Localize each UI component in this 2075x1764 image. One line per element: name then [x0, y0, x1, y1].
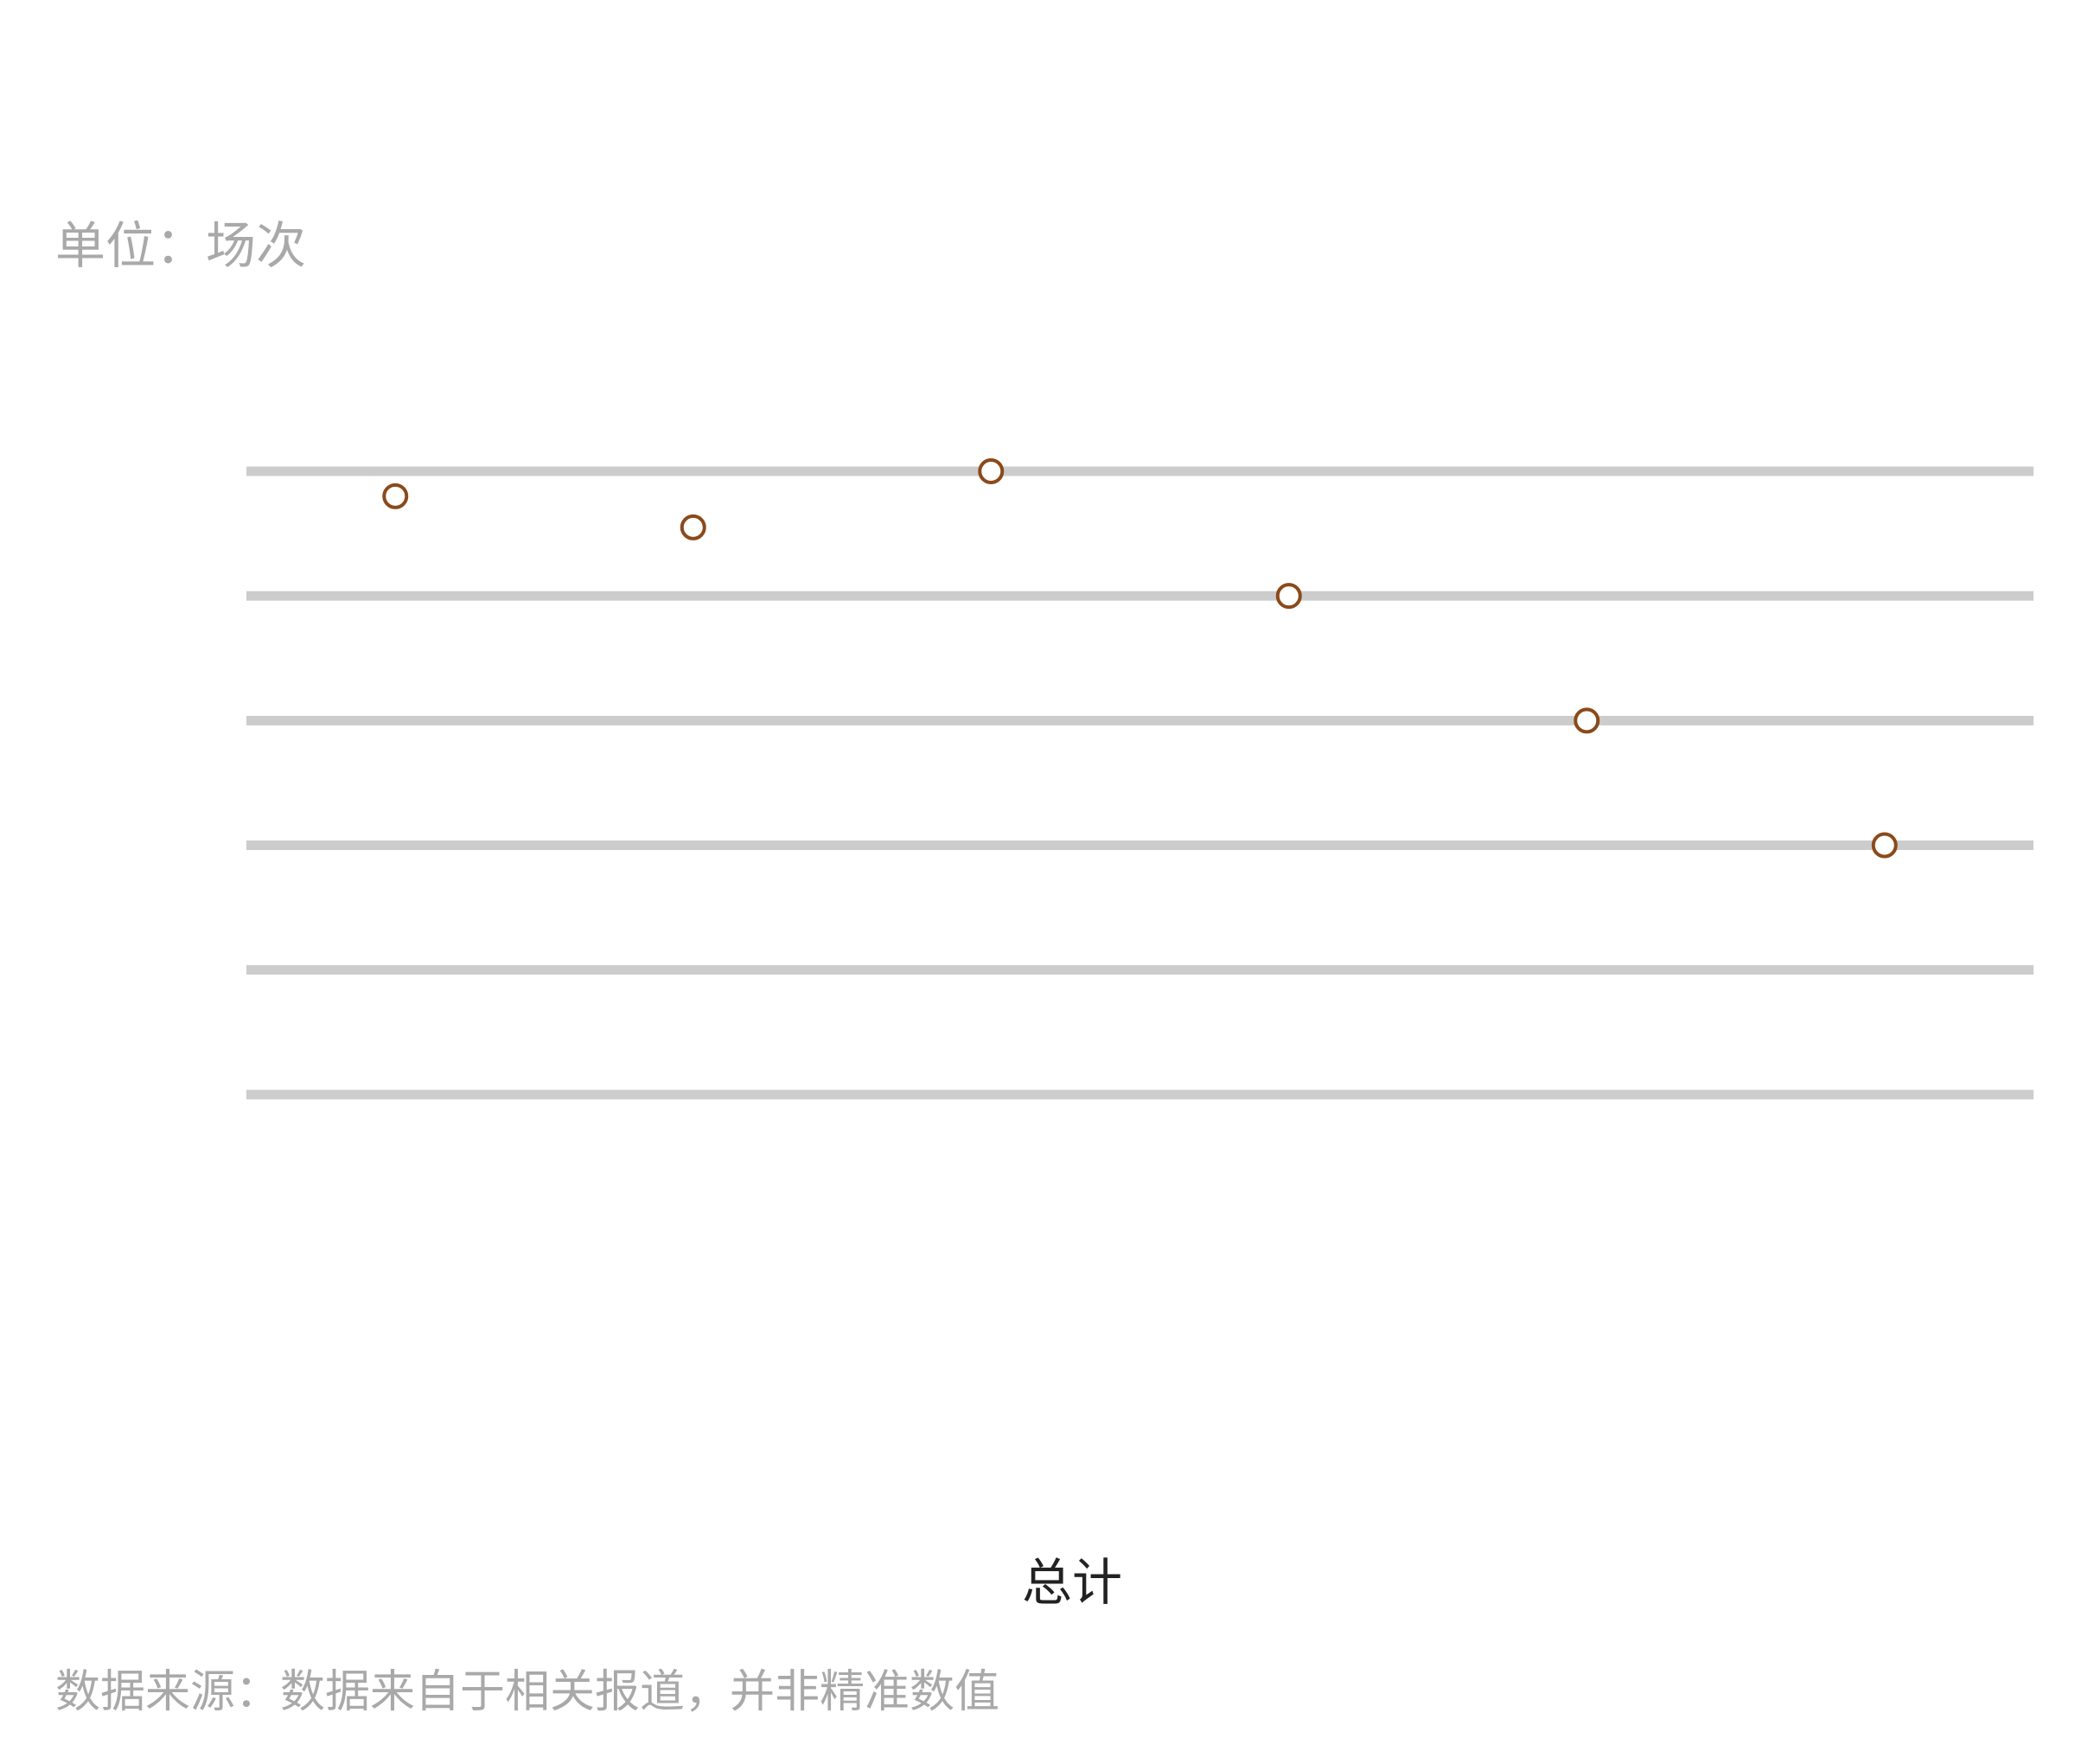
x-axis-label: 总计 [1021, 1553, 1122, 1612]
unit-label: 单位：场次 [55, 216, 307, 275]
data-points [382, 458, 1898, 859]
source-note: 数据来源：数据来自于相关报道，并非精准数值 [55, 1666, 1000, 1718]
data-point [1871, 832, 1898, 859]
data-point [382, 483, 409, 509]
data-point [1574, 707, 1600, 734]
data-point [1275, 583, 1302, 610]
data-point [680, 514, 706, 540]
gridlines [246, 466, 2034, 1100]
data-point [978, 458, 1005, 484]
